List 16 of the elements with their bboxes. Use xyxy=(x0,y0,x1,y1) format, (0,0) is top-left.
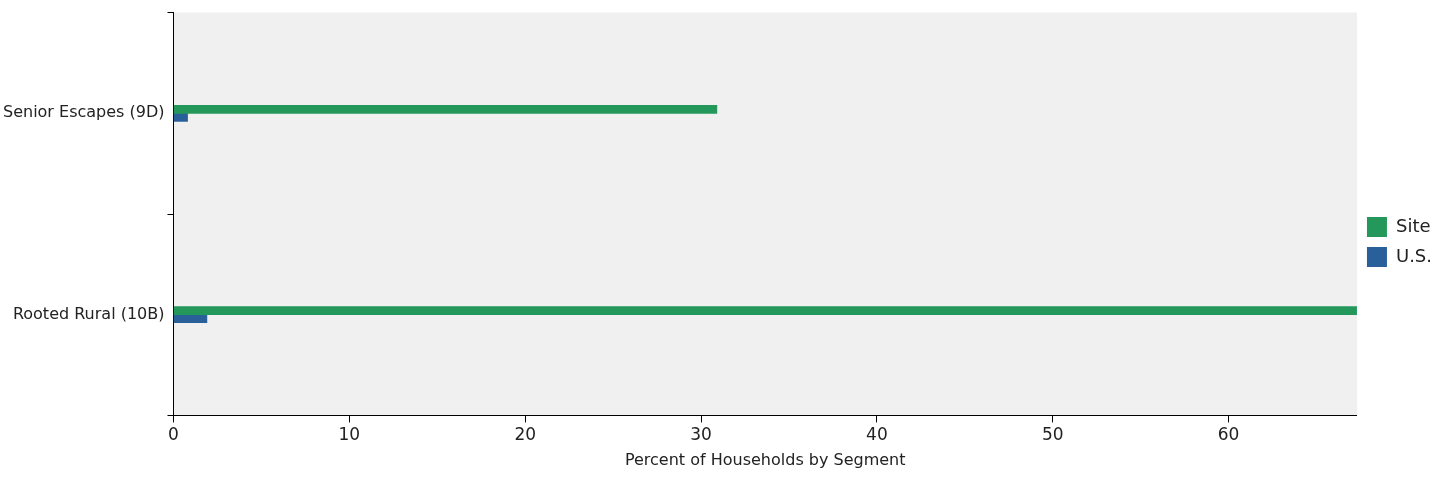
x-tick-label: 20 xyxy=(514,424,537,445)
bar xyxy=(173,314,208,324)
x-axis-title: Percent of Households by Segment xyxy=(624,449,906,469)
bar xyxy=(173,306,1357,316)
x-tick-label: 60 xyxy=(1217,424,1240,445)
x-tick-label: 50 xyxy=(1041,424,1064,445)
x-tick-label: 0 xyxy=(168,424,179,445)
legend-label: Site xyxy=(1395,214,1431,236)
x-tick-label: 30 xyxy=(690,424,712,445)
y-tick-label: Rooted Rural (10B) xyxy=(12,303,165,323)
y-tick-label: Senior Escapes (9D) xyxy=(2,102,165,122)
x-tick-label: 40 xyxy=(866,424,888,445)
bar xyxy=(173,104,718,114)
bar xyxy=(173,112,188,122)
legend-label: U.S. xyxy=(1395,244,1432,266)
x-tick-label: 10 xyxy=(338,424,361,445)
